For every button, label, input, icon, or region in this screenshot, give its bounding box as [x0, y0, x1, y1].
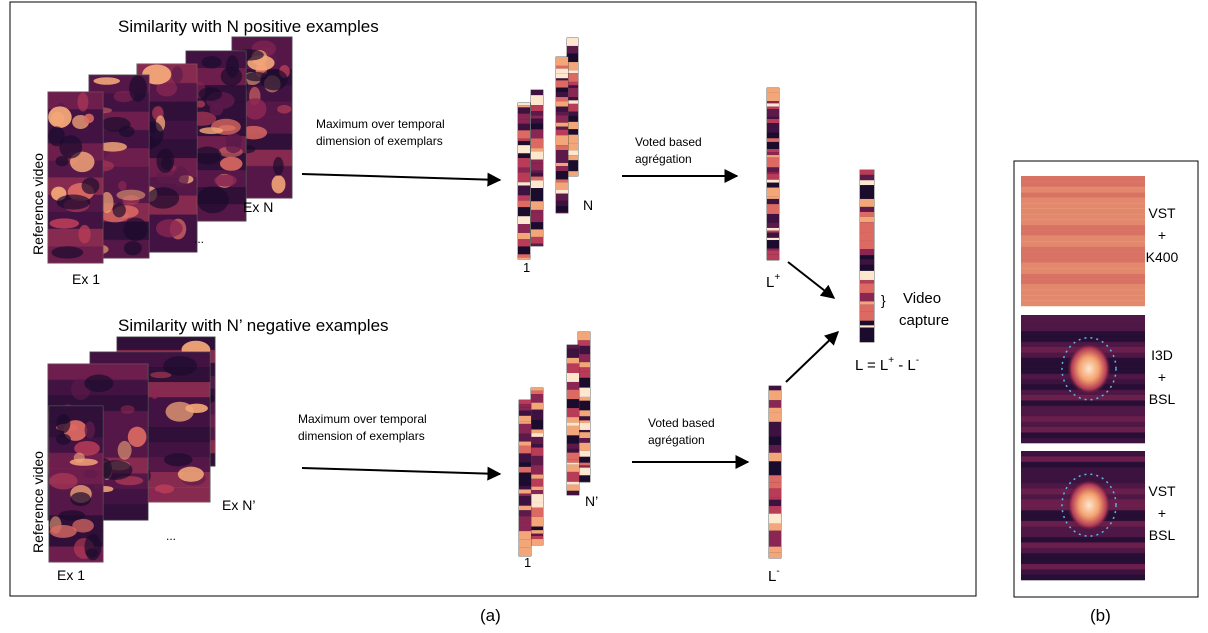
- result-section: } Video capture L = L+ - L-: [785, 169, 949, 383]
- negative-first-label: Ex 1: [57, 567, 85, 583]
- row2-line1: I3D: [1151, 347, 1173, 363]
- positive-axis-label: Reference video: [30, 153, 46, 255]
- positive-strip-4: [566, 37, 579, 177]
- capture-brace: }: [881, 292, 886, 308]
- negative-vector-strip: [768, 385, 782, 559]
- negative-strip-2: [530, 387, 544, 546]
- negative-vector-label: L-: [768, 566, 780, 585]
- positive-strip-1: [517, 102, 531, 260]
- positive-strip-3: [555, 56, 569, 214]
- negative-strip-first: 1: [524, 555, 531, 570]
- positive-step2-line2: agrégation: [635, 152, 692, 166]
- positive-heatmap-1: [47, 91, 104, 264]
- panel-b-caption: (b): [1090, 606, 1111, 625]
- row1-line1: VST: [1148, 205, 1176, 221]
- negative-step2-line1: Voted based: [648, 416, 715, 430]
- positive-strip-2: [530, 89, 544, 247]
- positive-section: Similarity with N positive examples Refe…: [30, 17, 780, 291]
- result-formula: L = L+ - L-: [855, 355, 919, 374]
- negative-ellipsis: ...: [166, 529, 176, 543]
- positive-step1-line2: dimension of exemplars: [316, 134, 443, 148]
- negative-strip-last: N’: [585, 493, 598, 509]
- row3-line2: +: [1158, 505, 1166, 521]
- negative-strip-1: [518, 399, 532, 557]
- positive-first-label: Ex 1: [72, 271, 100, 287]
- merge-arrow-top: [787, 261, 836, 299]
- positive-step1-arrow: [301, 172, 502, 187]
- positive-vector-label: L+: [766, 272, 780, 291]
- negative-heatmap-stack: [47, 336, 216, 563]
- row2-line3: BSL: [1149, 391, 1176, 407]
- positive-step1-line1: Maximum over temporal: [316, 117, 445, 131]
- capture-label-line1: Video: [903, 290, 941, 307]
- positive-vector-strip: [766, 87, 780, 261]
- heatmap-vst-bsl: [1021, 451, 1145, 581]
- result-vector-strip: [859, 169, 875, 343]
- positive-step2-line1: Voted based: [635, 135, 702, 149]
- negative-last-label: Ex N’: [222, 497, 255, 513]
- panel-b-heatmaps: [1021, 176, 1145, 581]
- positive-title: Similarity with N positive examples: [118, 17, 379, 36]
- heatmap-vst-k400: [1021, 176, 1145, 307]
- row3-line3: BSL: [1149, 527, 1176, 543]
- negative-section: Similarity with N’ negative examples Ref…: [30, 316, 782, 585]
- negative-step1-line1: Maximum over temporal: [298, 412, 427, 426]
- positive-strip-first: 1: [523, 260, 530, 275]
- row2-line2: +: [1158, 369, 1166, 385]
- positive-heatmap-stack: [47, 36, 293, 264]
- row1-line2: +: [1158, 227, 1166, 243]
- positive-vector: [766, 87, 780, 261]
- merge-arrow-bottom: [785, 331, 840, 383]
- row1-line3: K400: [1146, 249, 1179, 265]
- panel-b-labels: VST + K400 I3D + BSL VST + BSL: [1146, 205, 1179, 543]
- negative-strip-3: [566, 344, 580, 496]
- negative-max-strips: [518, 331, 591, 557]
- panel-a-frame: [9, 1, 977, 597]
- result-vector: [859, 169, 875, 343]
- negative-heatmap-1: [48, 405, 104, 563]
- panel-a-caption: (a): [480, 606, 501, 625]
- negative-step2-line2: agrégation: [648, 433, 705, 447]
- row3-line1: VST: [1148, 483, 1176, 499]
- negative-title: Similarity with N’ negative examples: [118, 316, 389, 335]
- negative-vector: [768, 385, 782, 559]
- positive-strip-last: N: [583, 197, 593, 213]
- negative-step1-arrow: [301, 466, 502, 481]
- positive-last-label: Ex N: [243, 199, 273, 215]
- negative-axis-label: Reference video: [30, 451, 46, 553]
- positive-max-strips: [517, 37, 579, 260]
- negative-step1-line2: dimension of exemplars: [298, 429, 425, 443]
- positive-ellipsis: ...: [194, 232, 204, 246]
- capture-label-line2: capture: [899, 312, 949, 329]
- heatmap-i3d-bsl: [1021, 315, 1145, 444]
- negative-strip-4: [577, 331, 591, 483]
- panel-b-frame: [1013, 160, 1199, 598]
